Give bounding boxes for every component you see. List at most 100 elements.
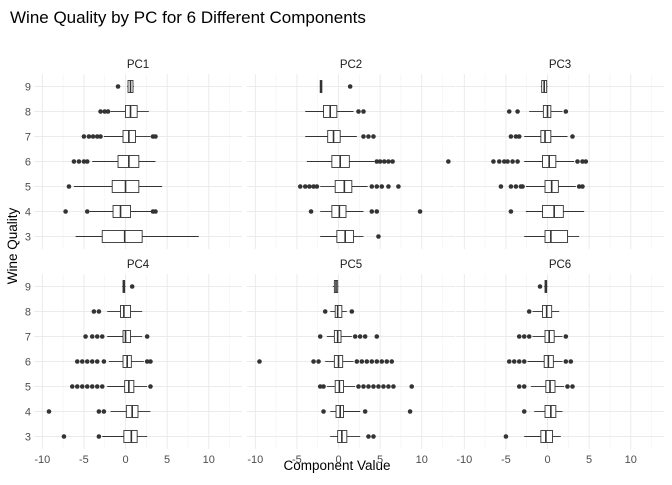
outlier-point (90, 134, 96, 139)
outlier-point (74, 384, 80, 389)
outlier-point (153, 209, 158, 214)
box-iqr (544, 230, 568, 243)
facet-panel: PC5 -10 -5 0 5 10 (247, 259, 455, 466)
outlier-point (89, 384, 95, 389)
box-plot (317, 380, 415, 393)
y-tick-label: 9 (25, 282, 31, 294)
outlier-point (94, 134, 100, 139)
outlier-point (510, 159, 515, 164)
y-tick-label: 5 (25, 382, 31, 394)
outlier-point (513, 184, 519, 189)
facet-panel: PC4 3 4 5 6 7 8 9 -10 -5 0 5 10 (25, 259, 242, 466)
outlier-point (84, 384, 90, 389)
x-tick-label: -5 (292, 454, 302, 466)
outlier-point (101, 359, 107, 364)
box-plot (257, 355, 395, 368)
outlier-point (317, 334, 323, 339)
box-iqr (120, 305, 131, 318)
outlier-point (84, 159, 90, 164)
x-axis-title: Component Value (283, 458, 390, 473)
box-plot (317, 330, 380, 343)
y-tick-label: 8 (25, 107, 31, 119)
outlier-point (321, 409, 326, 414)
facet-label: PC5 (340, 259, 362, 271)
outlier-point (506, 109, 512, 114)
outlier-point (362, 409, 368, 414)
outlier-point (81, 159, 87, 164)
outlier-point (257, 359, 262, 364)
outlier-point (46, 409, 52, 414)
outlier-point (379, 184, 385, 189)
facet-label: PC6 (549, 259, 571, 271)
y-tick-label: 5 (25, 182, 31, 194)
y-tick-label: 4 (25, 207, 31, 219)
outlier-point (515, 109, 520, 114)
outlier-point (74, 359, 80, 364)
outlier-point (356, 109, 361, 114)
outlier-point (98, 134, 103, 139)
outlier-point (513, 134, 519, 139)
outlier-point (317, 384, 323, 389)
outlier-point (521, 409, 527, 414)
outlier-point (516, 384, 522, 389)
outlier-point (521, 334, 527, 339)
outlier-point (417, 209, 423, 214)
y-tick-label: 7 (25, 132, 31, 144)
outlier-point (81, 134, 87, 139)
outlier-point (61, 434, 67, 439)
outlier-point (352, 334, 358, 339)
box-plot (306, 155, 451, 168)
box-plot (321, 405, 413, 418)
outlier-point (96, 434, 102, 439)
y-tick-label: 9 (25, 82, 31, 94)
outlier-point (89, 359, 95, 364)
outlier-point (322, 309, 328, 314)
box-iqr (125, 105, 138, 118)
outlier-point (508, 134, 514, 139)
chart-title: Wine Quality by PC for 6 Different Compo… (10, 8, 366, 27)
outlier-point (98, 109, 103, 114)
box-plot (491, 155, 589, 168)
box-plot (506, 355, 574, 368)
box-plot (498, 180, 585, 193)
outlier-point (148, 384, 153, 389)
x-tick-label: 5 (164, 454, 170, 466)
outlier-point (96, 409, 102, 414)
outlier-point (563, 359, 569, 364)
outlier-point (396, 184, 401, 189)
outlier-point (369, 359, 375, 364)
outlier-point (491, 159, 496, 164)
outlier-point (84, 359, 90, 364)
outlier-point (498, 184, 504, 189)
outlier-point (374, 334, 380, 339)
box-plot (71, 155, 156, 168)
box-plot (322, 305, 355, 318)
outlier-point (79, 359, 85, 364)
outlier-point (565, 384, 570, 389)
outlier-point (311, 359, 316, 364)
outlier-point (580, 184, 585, 189)
outlier-point (144, 334, 150, 339)
outlier-point (314, 184, 320, 189)
outlier-point (349, 309, 355, 314)
x-tick-label: 10 (203, 454, 215, 466)
outlier-point (526, 309, 532, 314)
x-tick-label: 5 (586, 454, 592, 466)
y-tick-label: 6 (25, 357, 31, 369)
box-plot (115, 80, 134, 93)
box-iqr (112, 205, 131, 218)
box-iqr (540, 430, 553, 443)
outlier-point (79, 384, 85, 389)
outlier-point (105, 109, 111, 114)
x-tick-label: -5 (501, 454, 511, 466)
box-plot (63, 205, 158, 218)
outlier-point (374, 209, 380, 214)
outlier-point (89, 334, 95, 339)
y-tick-label: 8 (25, 307, 31, 319)
box-plot (122, 280, 135, 293)
box-plot (69, 380, 153, 393)
outlier-point (144, 359, 150, 364)
box-plot (508, 205, 585, 218)
outlier-point (115, 84, 121, 89)
box-iqr (334, 180, 353, 193)
